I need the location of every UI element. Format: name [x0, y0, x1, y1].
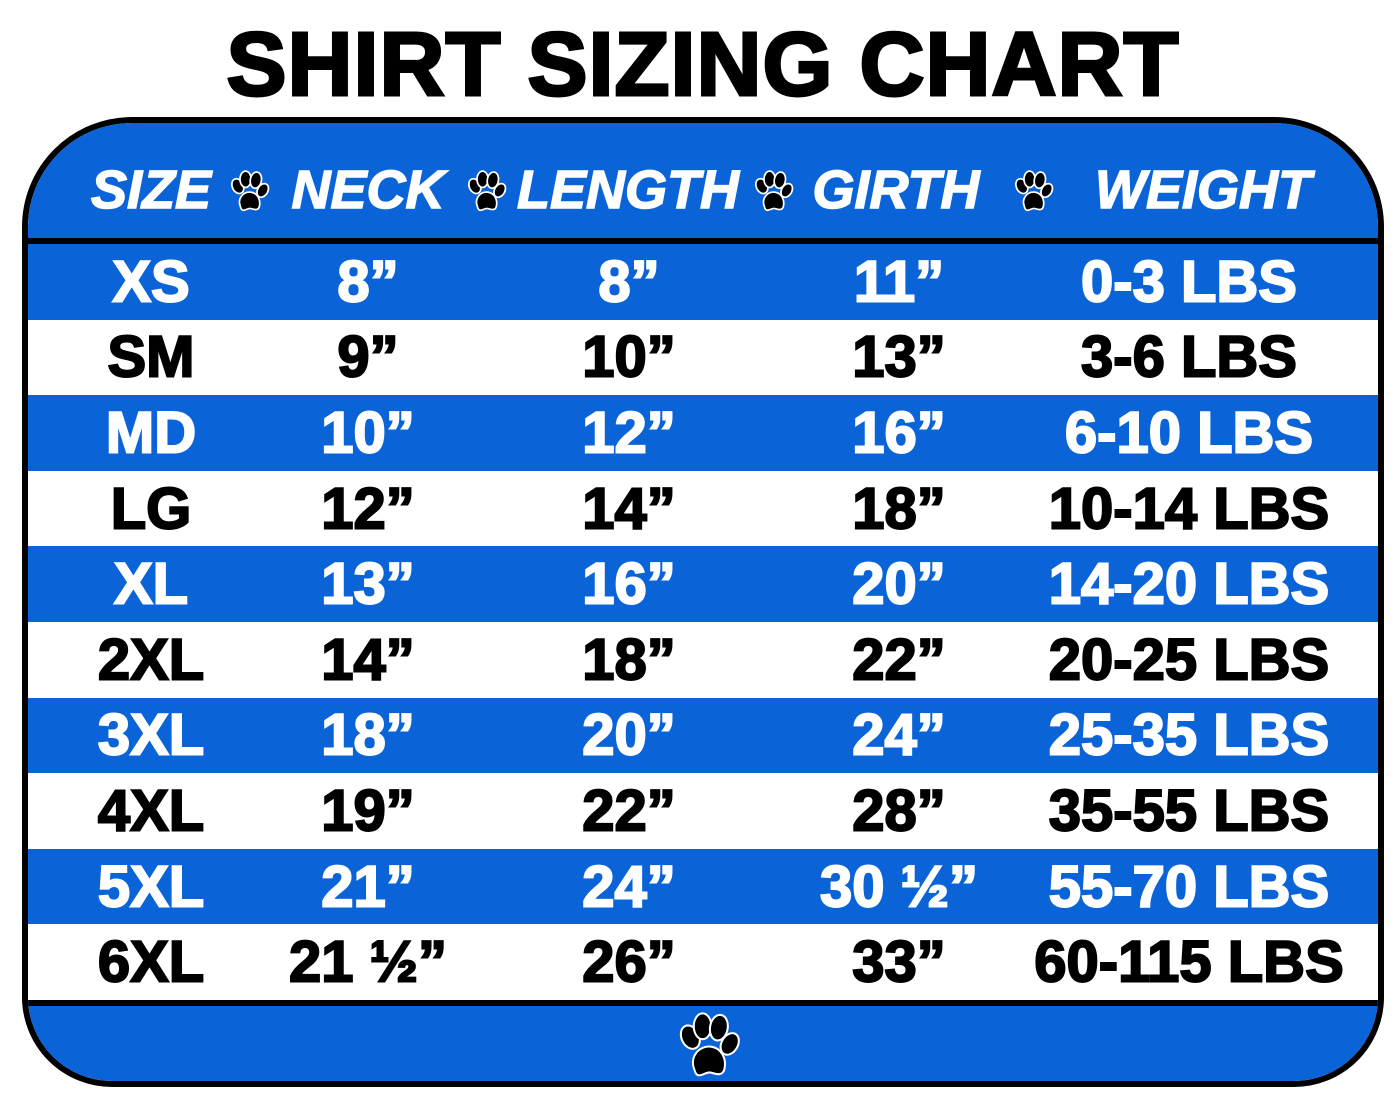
cell-size: 5XL	[97, 853, 205, 920]
table-row: SM 9” 10” 13” 3-6 LBS	[28, 319, 1378, 396]
cell-neck: 21 ½”	[288, 929, 448, 996]
cell-length: 16”	[581, 551, 677, 618]
table-body: XS 8” 8” 11” 0-3 LBS SM 9” 10” 13” 3-6 LBS MD 10” 12…	[28, 244, 1378, 1000]
cell-girth: 24”	[851, 702, 947, 769]
cell-length: 26”	[581, 929, 677, 996]
table-row: 5XL 21” 24” 30 ½” 55-70 LBS	[28, 848, 1378, 925]
paw-print-icon	[676, 1012, 744, 1077]
table-header: SIZE NECK LENGTH GIRTH WEIGHT	[28, 123, 1378, 244]
cell-neck: 19”	[320, 777, 416, 844]
cell-length: 10”	[581, 324, 677, 391]
table-row: 6XL 21 ½” 26” 33” 60-115 LBS	[28, 924, 1378, 1000]
cell-weight: 14-20 LBS	[1048, 551, 1330, 618]
table-row: 2XL 14” 18” 22” 20-25 LBS	[28, 621, 1378, 698]
cell-girth: 11”	[853, 248, 945, 315]
cell-neck: 14”	[320, 626, 416, 693]
cell-neck: 12”	[320, 475, 416, 542]
cell-girth: 22”	[851, 626, 947, 693]
cell-weight: 55-70 LBS	[1048, 853, 1330, 920]
cell-size: 3XL	[97, 702, 205, 769]
cell-neck: 18”	[320, 702, 416, 769]
cell-size: MD	[105, 399, 197, 466]
cell-weight: 0-3 LBS	[1080, 248, 1298, 315]
cell-weight: 20-25 LBS	[1048, 626, 1330, 693]
cell-size: 6XL	[97, 929, 205, 996]
cell-size: 4XL	[97, 777, 205, 844]
table-footer	[28, 1000, 1378, 1081]
cell-weight: 3-6 LBS	[1080, 324, 1298, 391]
cell-size: XS	[111, 248, 190, 315]
header-size: SIZE	[90, 159, 212, 221]
cell-length: 20”	[581, 702, 677, 769]
cell-girth: 33”	[851, 929, 947, 996]
cell-length: 12”	[581, 399, 677, 466]
cell-girth: 18”	[851, 475, 947, 542]
cell-girth: 16”	[851, 399, 947, 466]
cell-girth: 30 ½”	[819, 853, 979, 920]
cell-neck: 21”	[320, 853, 416, 920]
header-neck: NECK	[291, 159, 446, 221]
paw-print-icon	[228, 170, 272, 212]
table-row: LG 12” 14” 18” 10-14 LBS	[28, 470, 1378, 547]
page-title: SHIRT SIZING CHART	[225, 14, 1180, 117]
cell-weight: 25-35 LBS	[1048, 702, 1330, 769]
header-weight: WEIGHT	[1094, 159, 1311, 221]
cell-size: SM	[107, 324, 196, 391]
table-row: 3XL 18” 20” 24” 25-35 LBS	[28, 697, 1378, 774]
cell-weight: 10-14 LBS	[1048, 475, 1330, 542]
cell-neck: 13”	[320, 551, 416, 618]
paw-print-icon	[1012, 170, 1056, 212]
cell-length: 18”	[581, 626, 677, 693]
paw-print-icon	[465, 170, 509, 212]
cell-weight: 60-115 LBS	[1033, 929, 1345, 996]
table-row: 4XL 19” 22” 28” 35-55 LBS	[28, 773, 1378, 849]
header-length: LENGTH	[516, 159, 740, 221]
table-row: XL 13” 16” 20” 14-20 LBS	[28, 546, 1378, 622]
cell-size: XL	[113, 551, 189, 618]
cell-weight: 6-10 LBS	[1064, 399, 1314, 466]
cell-girth: 13”	[851, 324, 947, 391]
sizing-table: SIZE NECK LENGTH GIRTH WEIGHT XS 8” 8” 11” 0…	[22, 117, 1384, 1087]
cell-length: 14”	[581, 475, 677, 542]
cell-neck: 10”	[320, 399, 416, 466]
cell-size: 2XL	[97, 626, 205, 693]
table-row: XS 8” 8” 11” 0-3 LBS	[28, 244, 1378, 320]
cell-girth: 28”	[851, 777, 947, 844]
cell-length: 8”	[597, 248, 660, 315]
header-girth: GIRTH	[812, 159, 981, 221]
cell-weight: 35-55 LBS	[1048, 777, 1330, 844]
paw-print-icon	[752, 170, 796, 212]
cell-girth: 20”	[851, 551, 947, 618]
cell-length: 22”	[581, 777, 677, 844]
cell-neck: 9”	[336, 324, 399, 391]
cell-neck: 8”	[336, 248, 399, 315]
cell-size: LG	[110, 475, 193, 542]
cell-length: 24”	[581, 853, 677, 920]
table-row: MD 10” 12” 16” 6-10 LBS	[28, 395, 1378, 471]
